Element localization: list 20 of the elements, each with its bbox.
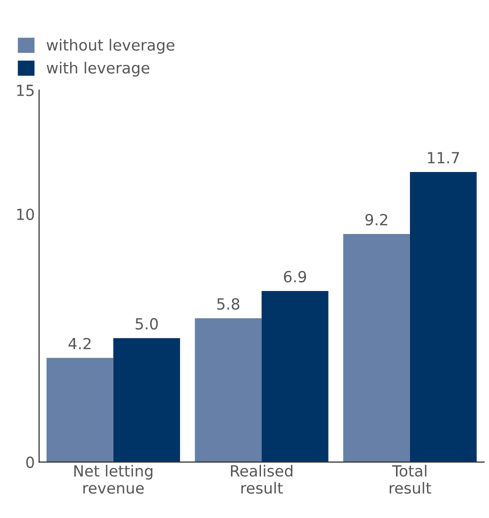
x-tick-label: Net letting revenue xyxy=(74,464,152,494)
x-tick-label: Realised result xyxy=(230,464,292,494)
x-tick-label: Total result xyxy=(390,464,432,494)
y-tick-label: 10 xyxy=(17,208,34,220)
data-label: 5.8 xyxy=(217,298,240,310)
bar xyxy=(262,290,328,462)
data-label: 11.7 xyxy=(428,152,460,164)
y-tick-label: 0 xyxy=(26,456,34,468)
bar xyxy=(194,318,262,462)
data-label: 6.9 xyxy=(284,270,306,282)
data-label: 4.2 xyxy=(68,338,91,350)
bar xyxy=(46,358,114,462)
data-label: 9.2 xyxy=(365,214,388,226)
y-tick-label: 15 xyxy=(17,84,34,96)
legend-label: with leverage xyxy=(46,62,150,77)
bar xyxy=(113,338,180,462)
legend-label: without leverage xyxy=(46,38,174,54)
bar xyxy=(343,234,410,462)
data-label: 5.0 xyxy=(136,318,158,330)
bar xyxy=(410,172,477,462)
